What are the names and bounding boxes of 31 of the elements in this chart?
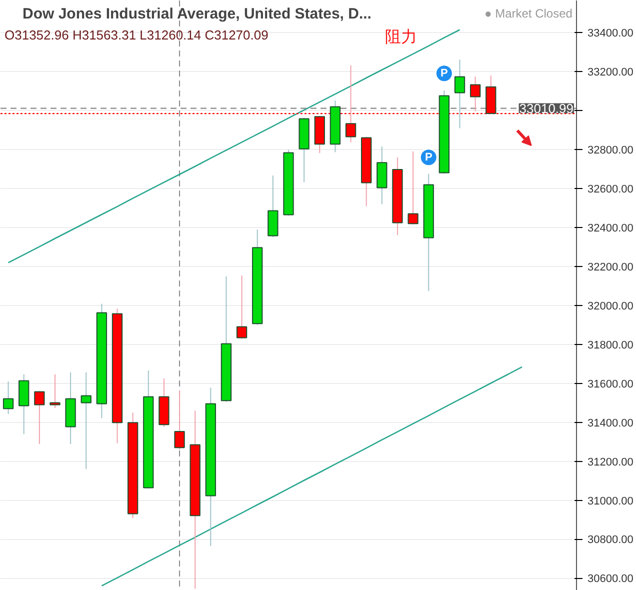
candlestick [50,374,60,409]
candlestick [34,390,45,445]
y-tick-label: 32800.00 [588,144,634,156]
annotation: O31352.96 H31563.31 L31260.14 C31270.09 [4,28,268,42]
y-tick-label: 32200.00 [588,261,634,274]
candlestick [2,380,14,415]
y-tick-label: 31600.00 [588,378,634,390]
chart-title: Dow Jones Industrial Average, United States, D... [22,6,372,22]
y-tick-label: 31200.00 [588,456,634,468]
y-tick-label: 30600.00 [588,573,634,586]
annotation: P [424,151,432,164]
candlestick [408,150,418,225]
annotation: ● Market Closed [484,6,572,20]
y-tick-label: 31800.00 [588,339,634,352]
y-tick-label: 31400.00 [588,417,634,430]
y-tick-label: 30800.00 [588,534,634,546]
annotation: 阻力 [385,28,418,46]
y-tick-label: 32600.00 [588,183,634,196]
line-series [101,366,523,586]
candlestick [236,275,248,340]
annotation: P [440,67,448,80]
ref-line-label: 33010.99 [519,100,574,116]
y-tick-label: 31000.00 [588,495,634,508]
candlestick [80,372,92,470]
candlestick [454,59,466,129]
y-tick-label: 33200.00 [588,66,634,78]
candlestick [470,76,481,112]
candlestick [174,390,185,450]
y-tick-label: 32400.00 [588,222,634,234]
y-tick-label: 33400.00 [588,27,634,40]
y-tick-label: 32000.00 [588,300,634,312]
